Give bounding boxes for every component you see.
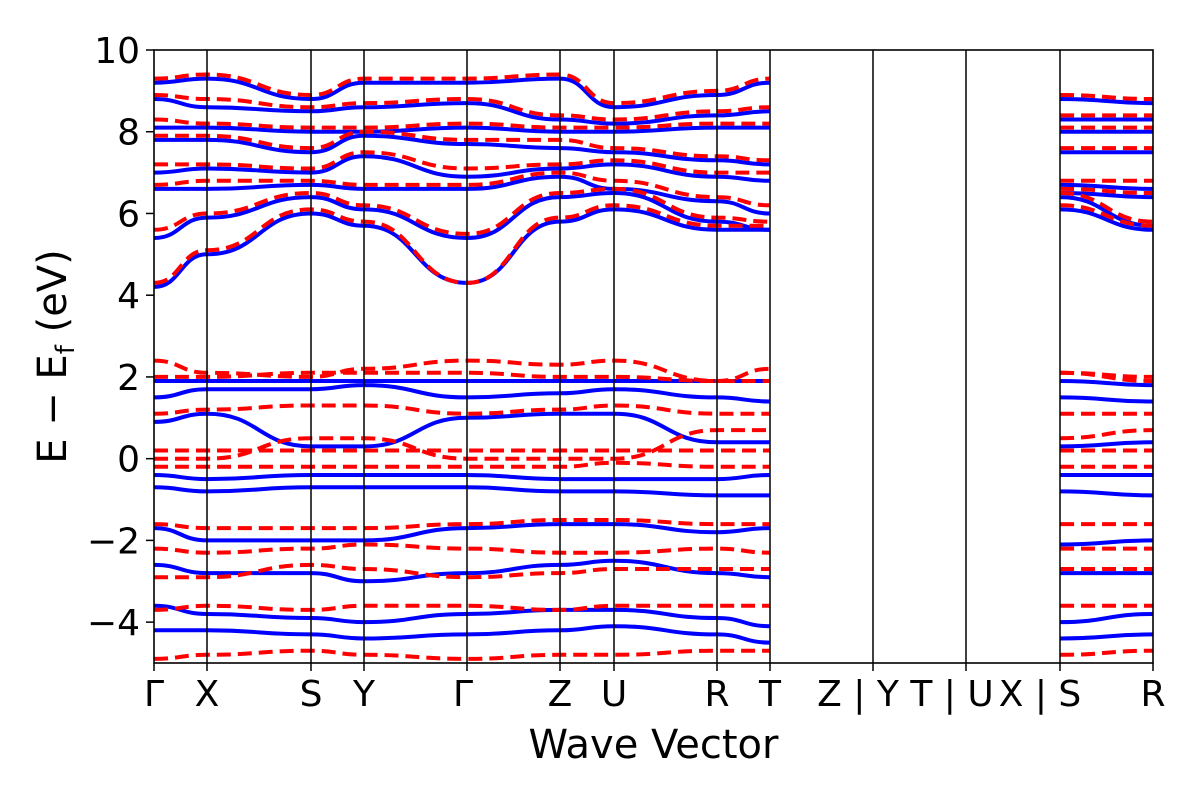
y-axis-title-unit: (eV) — [30, 249, 76, 345]
x-tick-label: R — [704, 674, 729, 715]
y-tick-label: 2 — [117, 358, 140, 399]
dashed-band-4 — [154, 518, 1153, 531]
y-axis-title: E − Ef (eV) — [30, 249, 81, 464]
y-tick-label: 4 — [117, 276, 140, 317]
dashed-band-10 — [154, 358, 1153, 384]
y-tick-label: 6 — [117, 194, 140, 235]
dashed-band-8 — [154, 403, 1153, 416]
y-tick-label: 10 — [94, 31, 140, 72]
x-tick-label: Γ — [453, 674, 473, 715]
x-tick-label: Z — [548, 674, 573, 715]
dashed-band-11 — [154, 203, 1153, 285]
y-axis-title-subscript: f — [51, 344, 81, 354]
y-tick-label: −4 — [87, 603, 140, 644]
dashed-band-1 — [154, 603, 1153, 612]
dashed-band-2 — [154, 562, 1153, 580]
solid-band-4 — [154, 485, 1153, 498]
y-tick-label: 8 — [117, 113, 140, 154]
solid-band-8 — [154, 378, 1153, 388]
y-axis-title-main: E − E — [30, 354, 76, 464]
x-tick-label: U — [601, 674, 627, 715]
x-tick-label: Y — [352, 674, 376, 715]
x-tick-label: T | U — [909, 674, 993, 715]
x-tick-label: Z | Y — [817, 674, 900, 715]
y-axis-ticks: −4 −2 0 2 4 6 8 10 — [87, 31, 154, 644]
dashed-band-13 — [154, 170, 1153, 208]
solid-band-6 — [154, 411, 1153, 449]
dashed-band-0 — [154, 648, 1153, 661]
x-tick-label: X | S — [999, 674, 1082, 715]
x-axis-title: Wave Vector — [529, 722, 780, 768]
dashed-band-16 — [154, 117, 1153, 130]
solid-band-0 — [154, 624, 1153, 645]
kpoint-vertical-lines — [206, 50, 1061, 663]
y-tick-label: −2 — [87, 521, 140, 562]
y-tick-label: 0 — [117, 440, 140, 481]
dashed-band-3 — [154, 542, 1153, 555]
x-tick-label: X — [195, 674, 220, 715]
x-tick-label: Γ — [144, 674, 164, 715]
solid-band-7 — [154, 383, 1153, 404]
x-tick-label: T — [758, 674, 782, 715]
x-tick-label: R — [1140, 674, 1165, 715]
solid-band-9 — [154, 207, 1153, 289]
dashed-band-17 — [154, 93, 1153, 122]
solid-band-5 — [154, 472, 1153, 482]
x-tick-label: S — [300, 674, 323, 715]
dashed-band-5 — [154, 460, 1153, 469]
plot-frame — [153, 49, 1154, 664]
bands-layer — [154, 72, 1153, 661]
